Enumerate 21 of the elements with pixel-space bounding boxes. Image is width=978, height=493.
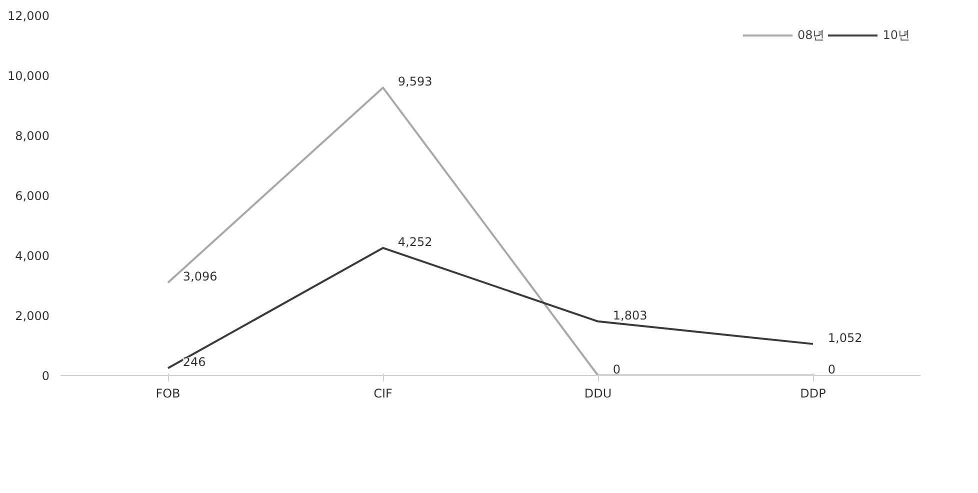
y-tick-label: 12,000	[8, 9, 50, 23]
y-tick-label: 8,000	[15, 129, 50, 143]
y-tick-label: 0	[42, 369, 50, 383]
y-tick-label: 6,000	[15, 189, 50, 203]
data-label: 1,052	[828, 330, 862, 345]
data-label: 246	[182, 355, 206, 370]
x-tick-label: DDP	[800, 386, 826, 400]
data-label: 9,593	[398, 74, 432, 89]
data-label: 3,096	[182, 270, 218, 284]
data-label: 4,252	[398, 234, 432, 249]
x-tick-label: DDU	[584, 386, 612, 400]
data-label: 0	[612, 362, 621, 376]
x-tick-label: FOB	[156, 386, 180, 400]
y-tick-label: 4,000	[15, 249, 50, 263]
legend-label: 08년	[797, 26, 825, 44]
y-tick-label: 10,000	[8, 69, 50, 83]
x-tick-label: CIF	[374, 386, 393, 400]
data-label: 0	[828, 362, 836, 376]
legend-label: 10년	[882, 26, 910, 44]
y-tick-label: 2,000	[15, 309, 50, 323]
data-label: 1,803	[612, 308, 648, 322]
